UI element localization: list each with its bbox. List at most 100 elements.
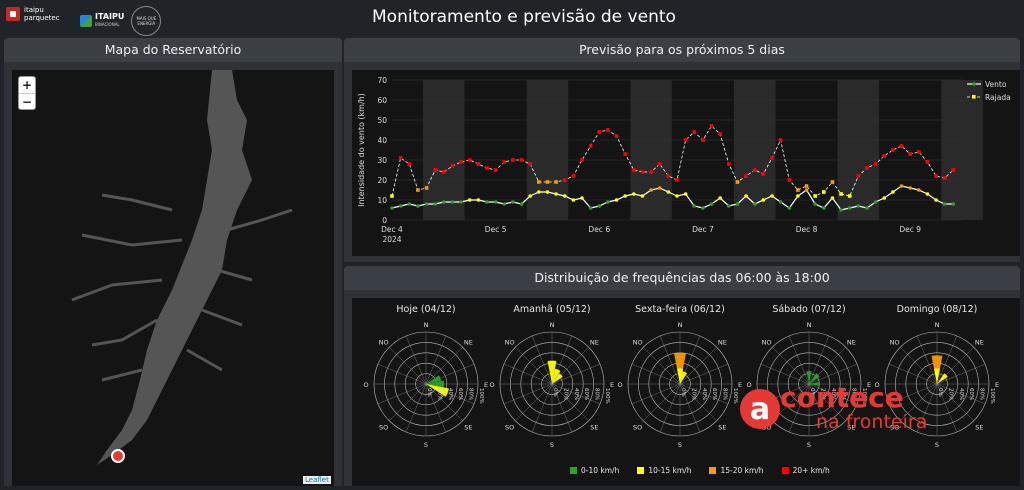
point-Rajada: [908, 152, 912, 156]
point-Vento: [917, 188, 921, 192]
polar-spoke: [389, 347, 427, 385]
point-Rajada: [718, 132, 722, 136]
legend-marker-rajada: [972, 95, 976, 99]
zoom-in-button[interactable]: +: [19, 77, 35, 94]
point-Rajada: [761, 172, 766, 176]
point-Vento: [908, 186, 912, 190]
polar-spoke: [936, 383, 974, 421]
point-Rajada: [666, 174, 671, 178]
polar-direction-label: E: [484, 381, 488, 389]
polar-bar: [809, 382, 820, 386]
polar-title: Hoje (04/12): [396, 304, 456, 315]
x-tick-label: Dec 7: [692, 225, 714, 234]
point-Rajada: [891, 148, 895, 152]
point-Vento: [467, 198, 472, 202]
legend-swatch-20plus: [781, 467, 789, 474]
legend-label-20plus: 20+ km/h: [792, 466, 830, 475]
point-Rajada: [597, 130, 602, 134]
polar-radial-tick: 0%: [552, 388, 558, 397]
polar-bar: [547, 360, 557, 384]
point-Vento: [882, 196, 887, 200]
point-Rajada: [822, 190, 826, 194]
polar-title: Amanhã (05/12): [513, 304, 591, 315]
y-tick-label: 70: [377, 76, 387, 85]
point-Rajada: [467, 158, 472, 162]
polar-spoke: [808, 383, 830, 433]
point-Rajada: [537, 180, 541, 184]
point-Vento: [632, 192, 636, 196]
point-Rajada: [917, 150, 921, 154]
point-Vento: [537, 190, 541, 194]
polar-direction-label: NO: [633, 339, 643, 347]
reservoir-map[interactable]: [12, 70, 334, 486]
point-Vento: [502, 202, 507, 206]
point-Vento: [830, 196, 835, 200]
point-Vento: [390, 206, 394, 210]
leaflet-attribution-link[interactable]: Leaflet: [303, 476, 331, 484]
polar-radial-tick: 40%: [573, 388, 579, 400]
point-Vento: [493, 200, 498, 204]
forecast-chart[interactable]: 0 10 20 30 40 50 60 70 Dec 4 Dec 5 Dec 6 Dec 7 Dec 8…: [352, 70, 1020, 256]
mais-que-energia-logo: MAIS QUE ENERGIA: [131, 6, 162, 36]
day-band: [734, 80, 776, 220]
point-Rajada: [683, 138, 688, 142]
polar-spoke: [531, 383, 553, 433]
polar-spoke: [503, 363, 553, 385]
polar-bar: [809, 373, 820, 384]
station-marker-icon[interactable]: [111, 449, 125, 463]
polar-spoke: [936, 363, 986, 385]
point-Vento: [424, 202, 429, 206]
zoom-out-button[interactable]: −: [21, 95, 33, 109]
polar-radial-tick: 20%: [562, 388, 568, 400]
point-Vento: [459, 200, 463, 204]
day-band: [423, 80, 465, 220]
day-band: [941, 80, 983, 220]
point-Rajada: [398, 156, 403, 160]
polar-direction-label: S: [678, 441, 682, 449]
point-Rajada: [856, 174, 861, 178]
point-Rajada: [571, 174, 576, 178]
polar-spoke: [631, 383, 681, 405]
point-Rajada: [951, 168, 956, 172]
point-Vento: [597, 204, 602, 208]
reservoir-arms: [71, 193, 293, 382]
point-Vento: [519, 202, 524, 206]
point-Rajada: [416, 188, 420, 192]
point-Rajada: [899, 144, 904, 148]
polar-radial-tick: 60%: [711, 388, 717, 400]
polar-radial-tick: 40%: [447, 388, 453, 400]
polar-spoke: [900, 347, 938, 385]
polar-spoke: [659, 383, 681, 433]
point-Vento: [545, 190, 550, 194]
itaipu-logo-name: ITAIPU: [95, 12, 125, 21]
point-Rajada: [934, 174, 938, 178]
point-Vento: [580, 196, 584, 200]
top-bar: itaipu parquetec ITAIPU BINACIONAL MAIS …: [0, 0, 1024, 36]
polar-direction-label: N: [424, 321, 429, 329]
polar-bar: [426, 375, 442, 384]
point-Vento: [735, 202, 740, 206]
legend-swatch-15-20: [709, 467, 717, 474]
polar-spoke: [377, 383, 427, 405]
point-Vento: [873, 200, 878, 204]
polar-direction-label: NO: [379, 339, 389, 347]
point-Vento: [701, 206, 705, 210]
polar-spoke: [679, 383, 729, 405]
x-tick-label: Dec 4: [381, 225, 403, 234]
polar-spoke: [679, 363, 729, 385]
polar-direction-label: N: [550, 321, 555, 329]
polar-radial-tick: 60%: [840, 388, 846, 400]
point-Rajada: [545, 180, 550, 184]
polar-direction-label: NO: [890, 339, 900, 347]
polar-spoke: [679, 383, 717, 421]
point-Rajada: [614, 134, 619, 138]
point-Rajada: [528, 162, 532, 166]
polar-direction-label: E: [867, 381, 871, 389]
polar-spoke: [888, 363, 938, 385]
polar-direction-label: E: [610, 381, 614, 389]
point-Vento: [796, 194, 800, 198]
y-tick-label: 30: [377, 156, 387, 165]
polar-spoke: [788, 383, 810, 433]
polar-bar: [552, 368, 561, 384]
polar-direction-label: NE: [590, 339, 599, 347]
